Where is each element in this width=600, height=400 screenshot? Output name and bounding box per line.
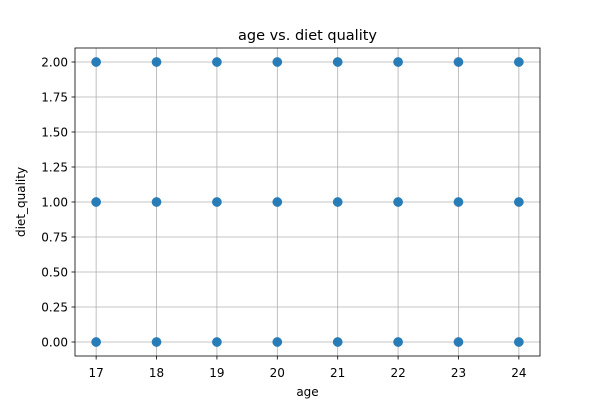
scatter-point — [393, 57, 403, 67]
y-axis-label: diet_quality — [14, 167, 28, 237]
y-tick-label: 0.50 — [41, 265, 68, 279]
x-tick-label: 20 — [270, 366, 285, 380]
y-tick-label: 0.25 — [41, 300, 68, 314]
scatter-point — [332, 337, 343, 347]
scatter-point — [212, 337, 222, 347]
scatter-point — [151, 57, 162, 67]
y-tick-label: 1.00 — [41, 195, 68, 209]
y-tick-label: 1.25 — [41, 160, 68, 174]
x-axis-ticks: 17 18 19 20 21 22 23 24 — [88, 356, 527, 380]
scatter-point — [453, 57, 464, 67]
x-tick-label: 23 — [451, 366, 466, 380]
scatter-point — [332, 197, 343, 207]
y-tick-label: 0.00 — [41, 335, 68, 349]
scatter-point — [272, 337, 283, 347]
data-points — [91, 57, 524, 347]
scatter-point — [332, 57, 343, 67]
x-tick-label: 17 — [88, 366, 103, 380]
scatter-point — [151, 337, 162, 347]
y-axis-ticks: 0.00 0.25 0.50 0.75 1.00 1.25 1.50 1.75 2.00 — [41, 55, 75, 349]
y-tick-label: 1.50 — [41, 125, 68, 139]
chart-title: age vs. diet quality — [238, 28, 377, 44]
y-tick-label: 0.75 — [41, 230, 68, 244]
scatter-point — [514, 337, 524, 347]
x-tick-label: 19 — [209, 366, 224, 380]
y-tick-label: 2.00 — [41, 55, 68, 69]
y-tick-label: 1.75 — [41, 90, 68, 104]
scatter-point — [151, 197, 162, 207]
scatter-point — [272, 57, 283, 67]
x-tick-label: 21 — [330, 366, 345, 380]
scatter-point — [514, 197, 524, 207]
scatter-point — [212, 197, 222, 207]
scatter-point — [514, 57, 524, 67]
scatter-point — [393, 197, 403, 207]
scatter-point — [91, 197, 101, 207]
x-axis-label: age — [296, 385, 318, 399]
scatter-point — [453, 337, 464, 347]
scatter-point — [212, 57, 222, 67]
scatter-point — [91, 337, 101, 347]
x-tick-label: 22 — [390, 366, 405, 380]
scatter-point — [453, 197, 464, 207]
scatter-point — [272, 197, 283, 207]
scatter-point — [91, 57, 101, 67]
x-tick-label: 24 — [511, 366, 526, 380]
scatter-point — [393, 337, 403, 347]
x-tick-label: 18 — [149, 366, 164, 380]
